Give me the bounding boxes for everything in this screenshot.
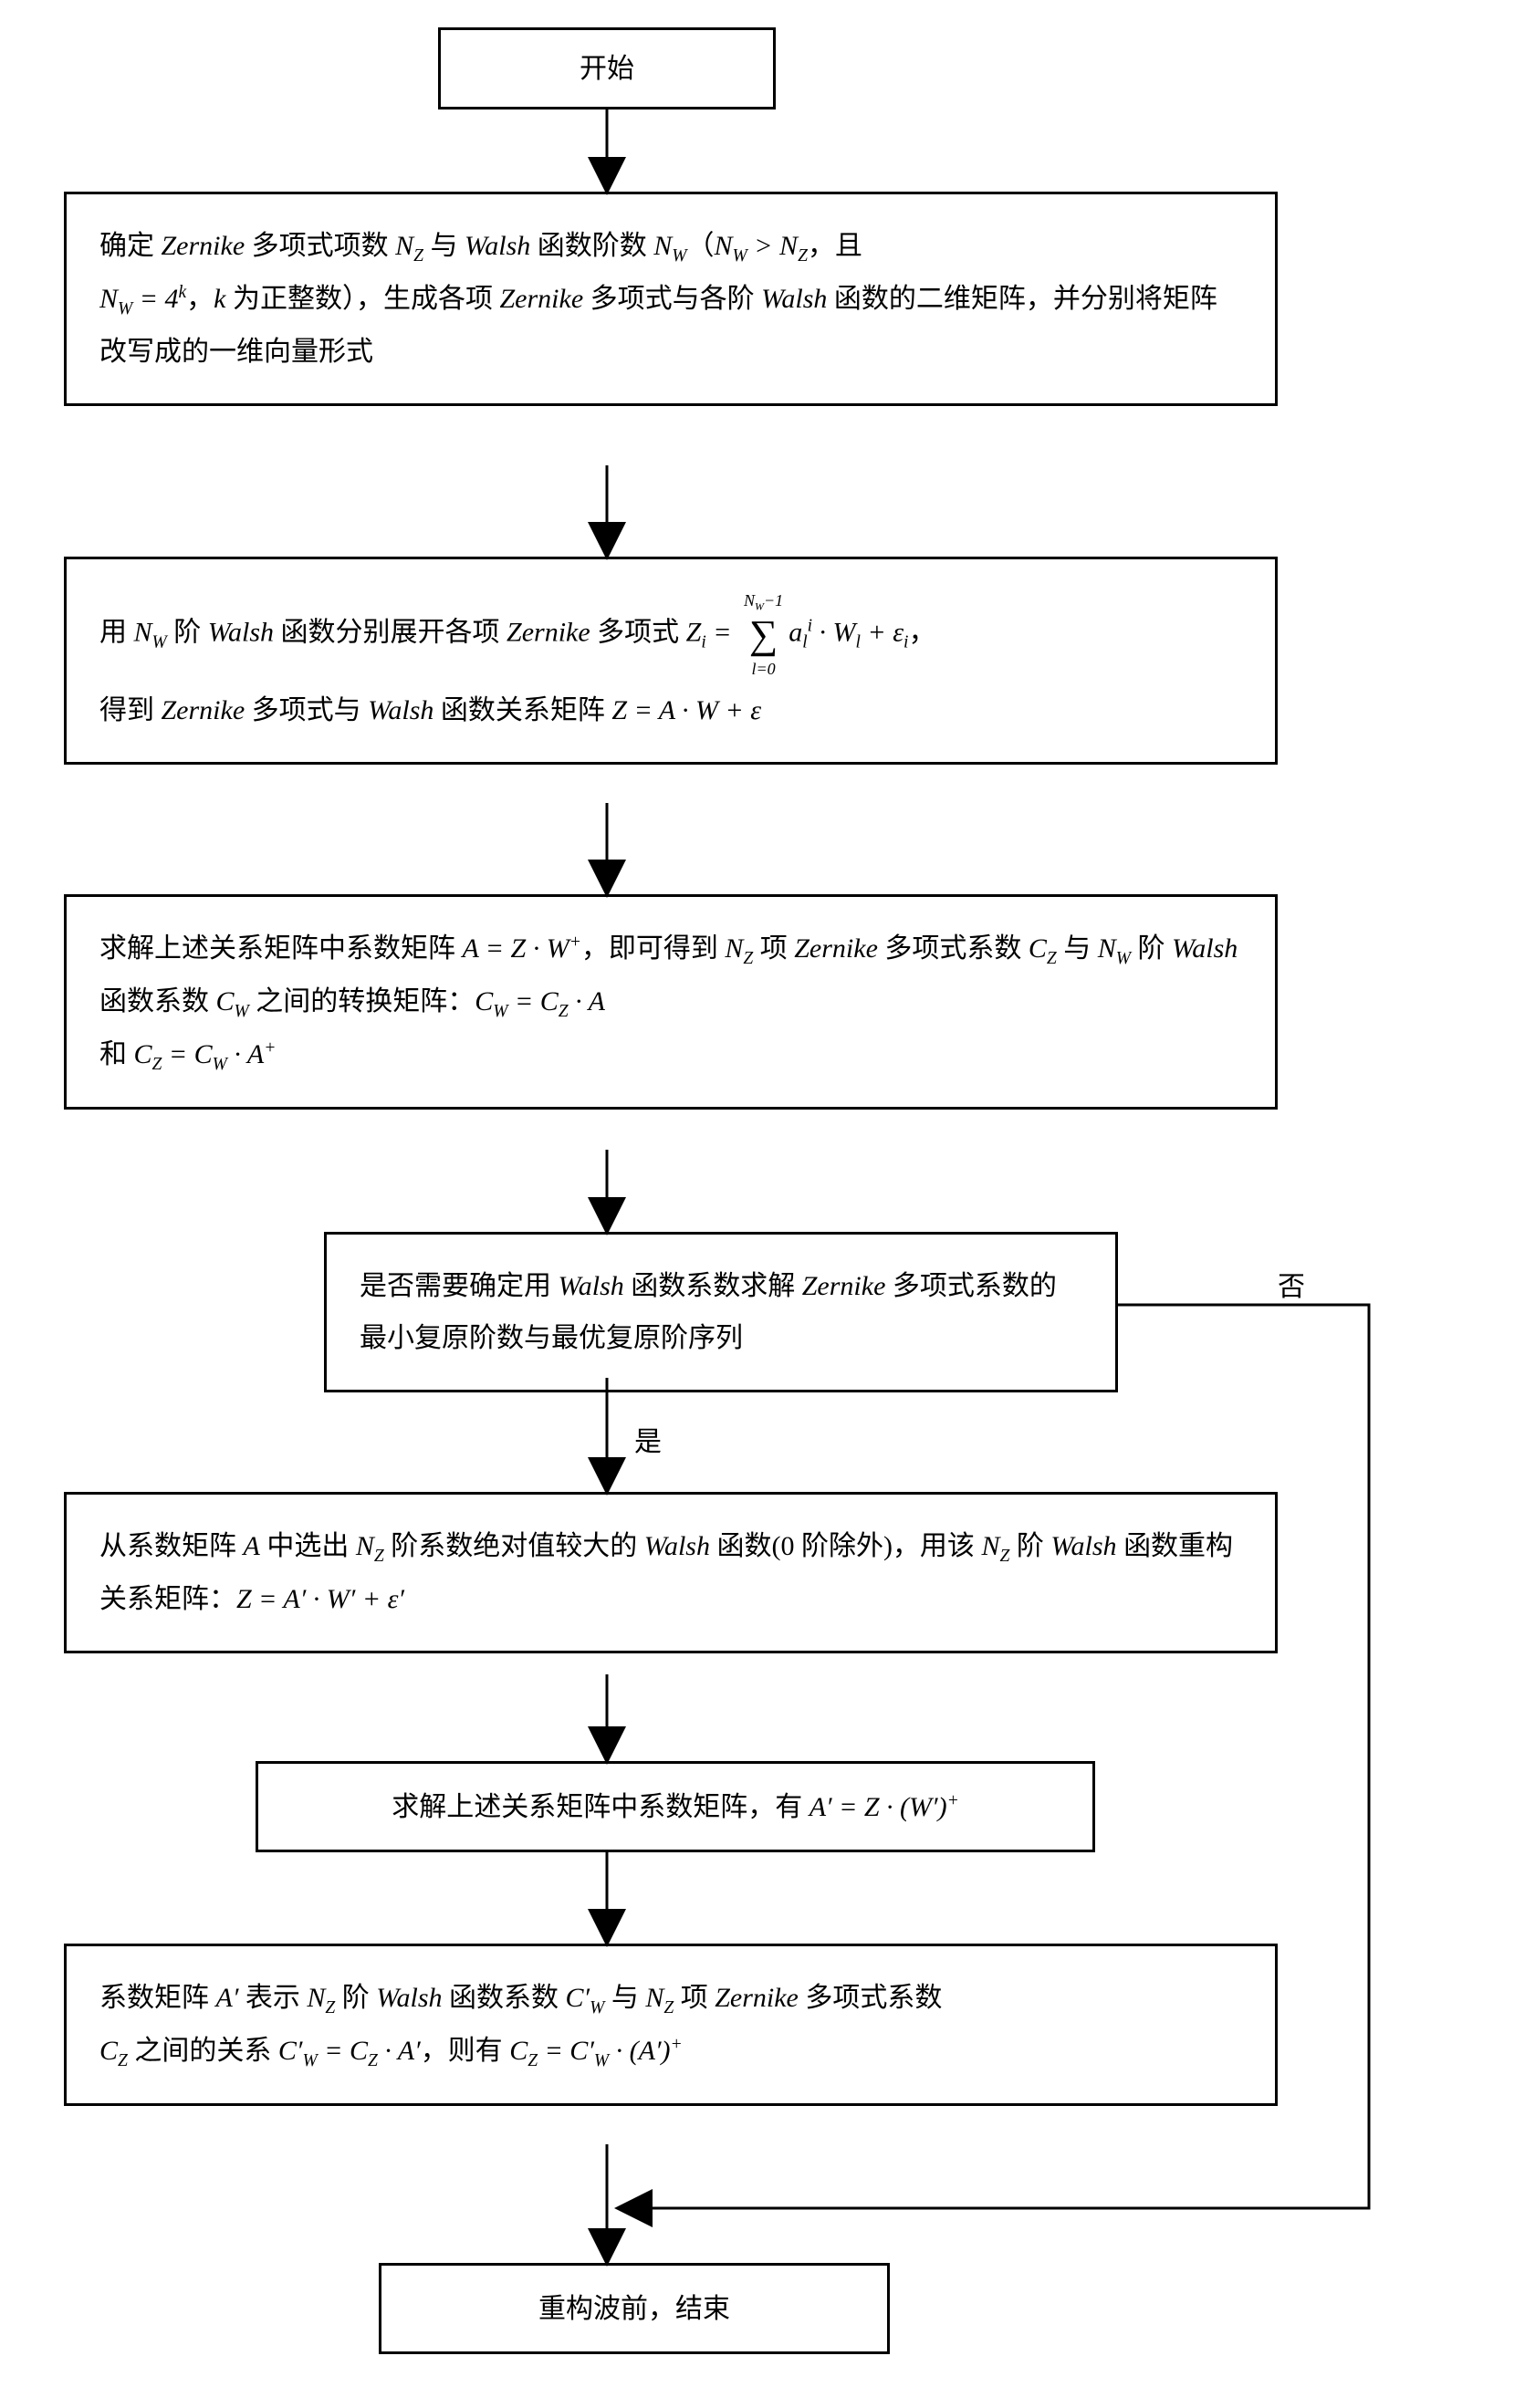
- flowchart-arrows: [0, 0, 1525, 2408]
